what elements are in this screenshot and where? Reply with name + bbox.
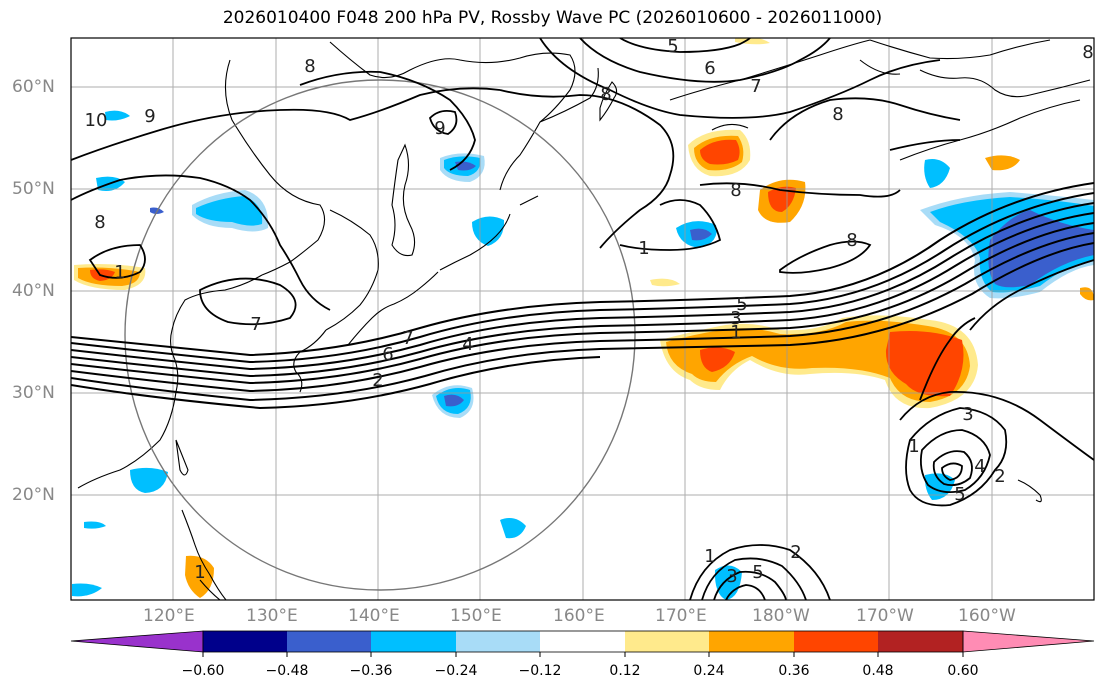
contour-labels: 5 6 7 8 8 8 10 9 8 9 1 7 6 7 4 2 5 3 1 1…	[85, 36, 1094, 587]
contour-label: 6	[382, 344, 393, 365]
lon-label: 180°W	[752, 606, 810, 626]
map-frame	[70, 37, 1095, 601]
contour-label: 3	[730, 308, 741, 329]
contour-label: 8	[600, 84, 611, 105]
contour-label: 1	[704, 546, 715, 567]
contour-label: 5	[667, 36, 678, 57]
contour-label: 3	[962, 404, 973, 425]
lon-label: 150°E	[450, 606, 502, 626]
coastlines	[77, 39, 1091, 600]
contour-label: 8	[846, 230, 857, 251]
contour-label: 5	[736, 294, 747, 315]
lat-label: 30°N	[12, 383, 55, 403]
contour-label: 7	[250, 314, 261, 335]
contour-label: 7	[402, 328, 413, 349]
contour-label: 5	[954, 484, 965, 505]
lat-label: 40°N	[12, 281, 55, 301]
lat-label: 60°N	[12, 77, 55, 97]
contour-label: 2	[790, 542, 801, 563]
contour-label: 1	[638, 238, 649, 259]
contour-label: 9	[434, 118, 445, 139]
colorbar-tick-label: 0.36	[778, 663, 810, 679]
colorbar-tick-label: 0.60	[947, 663, 979, 679]
lon-label: 170°W	[856, 606, 914, 626]
contour-label: 5	[752, 562, 763, 583]
colorbar-tick-label: −0.48	[265, 663, 309, 679]
contour-label: 4	[974, 456, 985, 477]
contour-label: 8	[832, 104, 843, 125]
colorbar-tick-label: 0.24	[693, 663, 725, 679]
colorbar-tick-label: −0.12	[518, 663, 562, 679]
colorbar-tick-label: −0.24	[434, 663, 478, 679]
colorbar-tick-label: 0.48	[862, 663, 894, 679]
contour-label: 1	[730, 322, 741, 343]
contour-label: 1	[194, 562, 205, 583]
map-title: 2026010400 F048 200 hPa PV, Rossby Wave …	[222, 8, 883, 28]
lon-label: 130°E	[246, 606, 298, 626]
positive-anomaly-shading	[74, 38, 1094, 598]
contour-label: 7	[750, 76, 761, 97]
pv-contours	[71, 38, 1094, 600]
contour-label: 2	[994, 466, 1005, 487]
colorbar-tick-label: −0.36	[349, 663, 393, 679]
radius-circle	[124, 79, 636, 591]
lon-label: 160°E	[553, 606, 605, 626]
lon-label: 120°E	[143, 606, 195, 626]
lat-label: 50°N	[12, 179, 55, 199]
contour-label: 1	[114, 262, 125, 283]
contour-label: 8	[94, 212, 105, 233]
graticule	[71, 38, 1094, 600]
colorbar-tick-label: −0.60	[181, 663, 225, 679]
contour-label: 8	[304, 56, 315, 77]
lat-label: 20°N	[12, 485, 55, 505]
lon-label: 170°E	[655, 606, 707, 626]
contour-label: 2	[372, 370, 383, 391]
contour-label: 8	[1082, 42, 1093, 63]
lon-label: 140°E	[348, 606, 400, 626]
pv-jet-contours	[71, 182, 1094, 410]
contour-label: 1	[908, 436, 919, 457]
contour-label: 9	[144, 106, 155, 127]
colorbar-tick-label: 0.12	[609, 663, 641, 679]
lon-label: 160°W	[958, 606, 1016, 626]
contour-label: 8	[730, 180, 741, 201]
contour-label: 6	[704, 58, 715, 79]
contour-label: 3	[726, 566, 737, 587]
colorbar	[70, 630, 1095, 657]
contour-label: 4	[462, 334, 473, 355]
contour-label: 10	[85, 110, 108, 131]
